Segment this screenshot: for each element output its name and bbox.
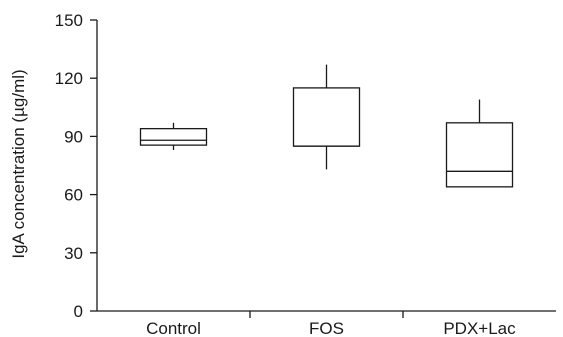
iqr-box — [139, 127, 208, 146]
iqr-box — [292, 87, 361, 147]
box-pdx-lac — [445, 99, 514, 188]
x-tick-label: PDX+Lac — [443, 319, 516, 337]
y-tick-label: 30 — [64, 244, 83, 263]
x-tick-label: Control — [146, 319, 201, 337]
y-tick-label: 90 — [64, 127, 83, 146]
y-tick-label: 60 — [64, 186, 83, 205]
box-control — [139, 122, 208, 150]
y-tick-label: 120 — [55, 69, 83, 88]
iqr-box — [445, 122, 514, 188]
y-axis-title: IgA concentration (µg/ml) — [9, 69, 28, 258]
x-tick-label: FOS — [309, 319, 344, 337]
box-series — [139, 64, 514, 188]
x-axis: Control FOS PDX+Lac — [97, 310, 556, 337]
y-axis: 0 30 60 90 120 150 — [55, 11, 98, 321]
box-fos — [292, 64, 361, 170]
y-tick-label: 150 — [55, 11, 83, 30]
y-tick-label: 0 — [74, 302, 83, 321]
